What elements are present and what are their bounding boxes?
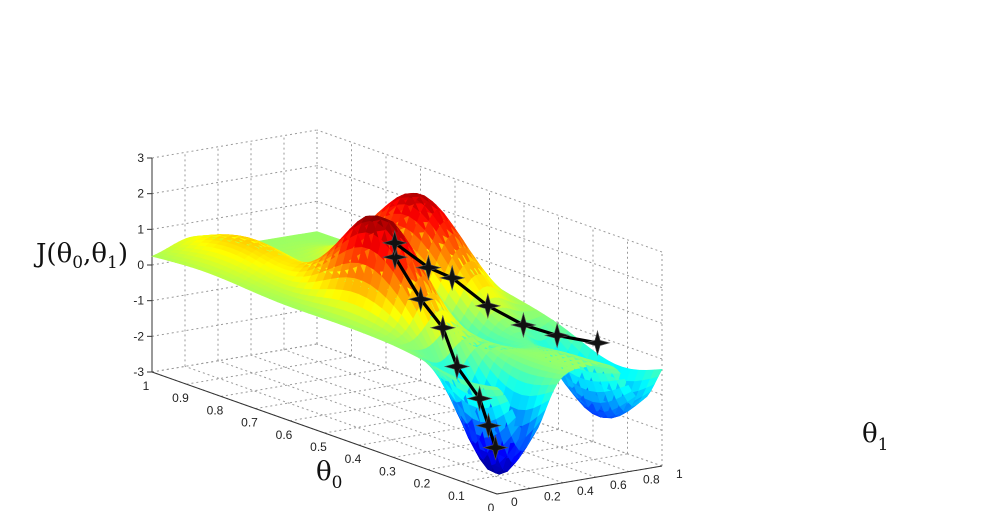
descent-step-marker	[510, 311, 537, 339]
descent-step-marker	[381, 229, 408, 257]
theta1-tick-label: 0.4	[577, 484, 594, 498]
descent-step-marker	[407, 286, 434, 313]
tick-labels: -3 -2 -1 0 1 2 3 0 0.1 0.2 0.3 0.4 0.5 0.6 0.7 0.8 0.9 1 0…	[133, 151, 683, 511]
wall-grid-line	[151, 200, 318, 230]
descent-step-marker	[544, 322, 571, 349]
theta0-axis-label: θ0	[316, 457, 342, 493]
descent-paths	[381, 229, 611, 461]
theta0-tick-label: 0.2	[414, 477, 431, 491]
theta1-tick-label: 0	[511, 495, 518, 509]
descent-step-marker	[584, 329, 611, 357]
floor-grid-line	[184, 365, 531, 489]
theta0-axis-line	[151, 371, 498, 495]
wall-grid-line	[151, 165, 318, 195]
descent-step-marker	[443, 353, 471, 380]
z-tick-label: 1	[137, 222, 144, 236]
descent-step-marker	[466, 385, 493, 412]
theta1-tick-label: 1	[676, 467, 683, 481]
theta0-tick-label: 0.1	[448, 489, 465, 503]
descent-step-marker	[429, 314, 456, 341]
theta1-tick-label: 0.6	[610, 478, 627, 492]
theta0-tick-label: 0.5	[310, 440, 327, 454]
z-tick-label: -1	[133, 294, 144, 308]
floor-grid-line	[283, 349, 630, 473]
z-tick-label: 0	[137, 258, 144, 272]
descent-step-marker	[475, 412, 502, 439]
wall-grid-line	[316, 343, 663, 467]
theta0-tick-label: 0.7	[241, 416, 258, 430]
wall-grid-line	[151, 129, 318, 159]
floor-grid-line	[186, 355, 352, 385]
floor-grid-line	[255, 380, 421, 410]
descent-step-marker	[415, 254, 442, 281]
descent-step-marker	[439, 264, 466, 292]
theta1-axis-label: θ1	[862, 419, 888, 455]
z-tick-label: 3	[137, 151, 144, 165]
theta0-tick-label: 1	[143, 379, 150, 393]
wall-grid-line	[151, 343, 318, 373]
wall-grid-line	[316, 129, 663, 253]
z-axis-label: J(θ0,θ1)	[33, 239, 128, 273]
descent-step-marker	[381, 244, 409, 271]
theta1-tick-label: 0.2	[544, 489, 561, 503]
theta0-tick-label: 0.9	[172, 391, 189, 405]
z-tick-label: -2	[133, 329, 144, 343]
descent-step-marker	[482, 434, 509, 461]
z-tick-label: -3	[133, 365, 144, 379]
theta1-axis-line	[496, 465, 663, 495]
floor-grid-line	[289, 392, 456, 422]
theta0-tick-label: 0.8	[207, 403, 224, 417]
wall-grid-line	[316, 200, 663, 324]
theta1-tick-label: 0.8	[643, 473, 660, 487]
cost-surface	[151, 192, 663, 475]
theta0-tick-label: 0.3	[379, 464, 396, 478]
theta0-tick-label: 0	[488, 501, 495, 511]
wall-grid-line	[316, 165, 663, 289]
surface-patch	[649, 369, 663, 379]
wall-grid-line	[151, 307, 318, 337]
theta0-tick-label: 0.4	[345, 452, 362, 466]
descent-step-marker	[474, 292, 501, 320]
floor-grid-line	[220, 367, 387, 397]
wall-grid-line	[316, 236, 663, 360]
theta0-tick-label: 0.6	[276, 428, 293, 442]
z-tick-label: 2	[137, 187, 144, 201]
floor-grid-line	[250, 354, 597, 478]
